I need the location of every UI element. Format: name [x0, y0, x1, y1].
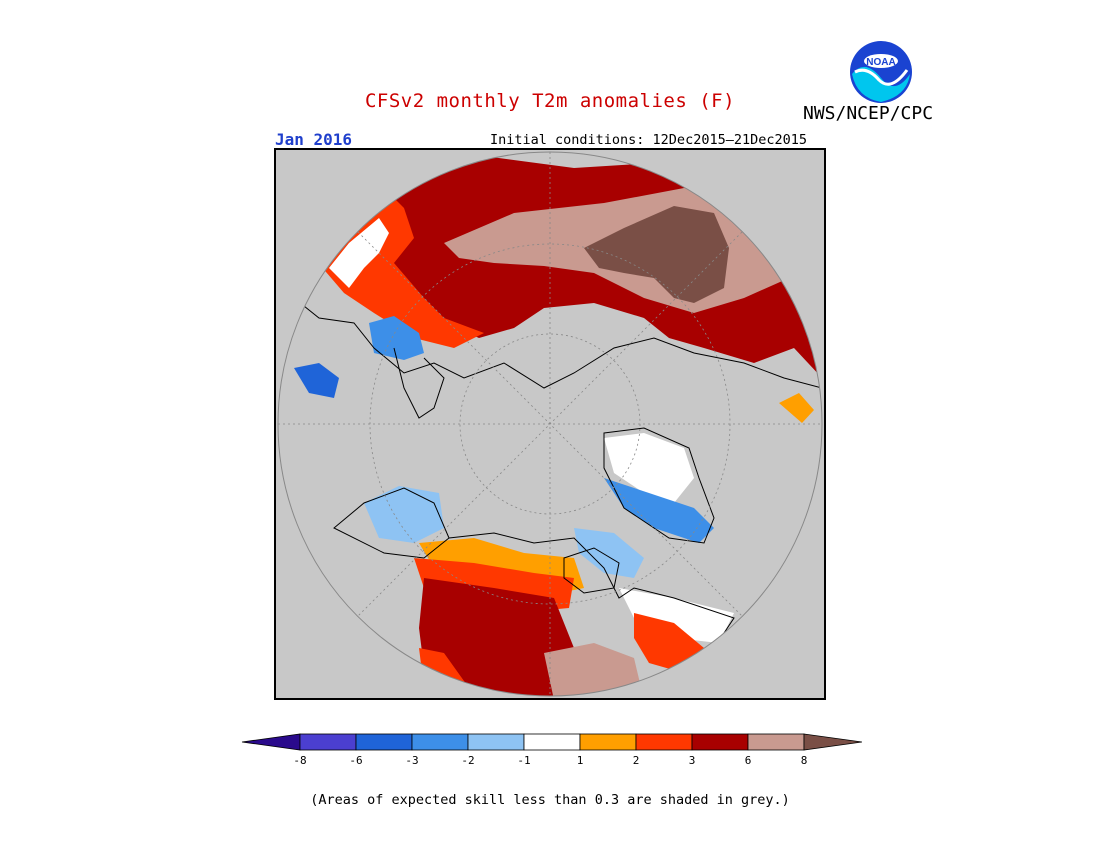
graticule	[278, 152, 822, 696]
legend-tick-label: 1	[577, 754, 584, 767]
color-legend-swatches	[241, 733, 862, 751]
anomaly-region-hudson-blue	[574, 528, 644, 578]
legend-swatch	[299, 733, 357, 751]
anomaly-region-north-america-dark	[419, 578, 574, 696]
map-frame	[274, 148, 826, 700]
legend-tick-label: -6	[349, 754, 362, 767]
anomaly-region-siberia-dark	[584, 206, 729, 303]
anomaly-region-greenland-blue	[604, 478, 714, 543]
map-title: CFSv2 monthly T2m anomalies (F)	[364, 90, 736, 112]
anomaly-region-labrador-warm	[634, 613, 704, 673]
coastline-hudson-bay	[563, 547, 620, 594]
legend-swatch	[523, 733, 581, 751]
legend-swatch	[747, 733, 805, 751]
anomaly-region-usa-east-brown	[544, 643, 644, 696]
polar-anomaly-map	[274, 148, 826, 700]
forecast-month: Jan 2016	[275, 130, 353, 149]
legend-swatch	[579, 733, 637, 751]
svg-text:NOAA: NOAA	[866, 57, 895, 68]
skill-footnote: (Areas of expected skill less than 0.3 a…	[310, 792, 790, 808]
map-edge	[277, 151, 823, 697]
anomaly-region-alaska-blue	[364, 486, 444, 543]
legend-tick-label: -1	[517, 754, 530, 767]
legend-tick-label: -3	[405, 754, 418, 767]
legend-tick-label: 6	[745, 754, 752, 767]
color-legend: -8 -6 -3 -2 -1 1 2 3 6 8	[241, 733, 862, 767]
color-legend-labels: -8 -6 -3 -2 -1 1 2 3 6 8	[293, 754, 807, 767]
legend-swatch	[467, 733, 525, 751]
legend-tick-label: -8	[293, 754, 306, 767]
anomaly-region-greenland-white	[604, 433, 694, 503]
legend-tick-label: 3	[689, 754, 696, 767]
coastline-eurasia	[293, 297, 822, 389]
noaa-logo: NOAA	[850, 41, 912, 103]
legend-swatch	[691, 733, 749, 751]
coastline-scandinavia	[393, 347, 445, 419]
anomaly-region-caspian-orange	[779, 393, 814, 423]
anomaly-region-labrador-white	[619, 588, 734, 643]
legend-swatch-arrow-right	[803, 733, 862, 751]
anomaly-region-mediterranean-blue	[294, 363, 339, 398]
agency-label: NWS/NCEP/CPC	[803, 103, 934, 124]
legend-tick-label: 8	[801, 754, 808, 767]
legend-swatch	[635, 733, 693, 751]
anomaly-region-scandinavia-white	[329, 218, 389, 288]
legend-swatch-arrow-left	[241, 733, 301, 751]
legend-tick-label: 2	[633, 754, 640, 767]
initial-conditions: Initial conditions: 12Dec2015–21Dec2015	[490, 132, 807, 148]
legend-swatch	[355, 733, 413, 751]
coastline-alaska	[333, 487, 450, 559]
anomaly-region-europe-blue	[369, 316, 424, 360]
legend-swatch	[411, 733, 469, 751]
coastline-greenland	[603, 427, 715, 544]
legend-tick-label: -2	[461, 754, 474, 767]
